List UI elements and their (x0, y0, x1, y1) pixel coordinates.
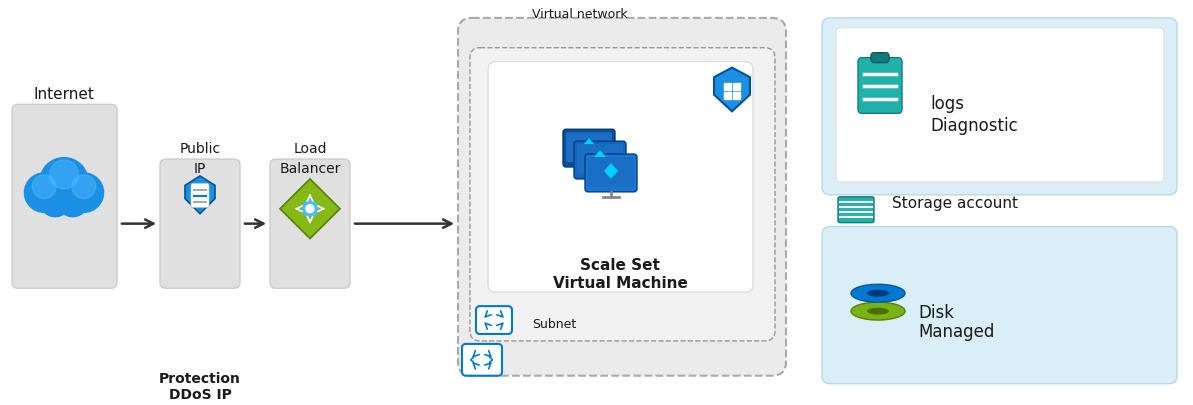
Text: Managed: Managed (917, 323, 995, 341)
Text: ‹  ›: ‹ › (469, 351, 495, 369)
Circle shape (64, 173, 104, 212)
Circle shape (305, 205, 314, 213)
FancyBboxPatch shape (191, 183, 209, 207)
FancyBboxPatch shape (577, 144, 623, 174)
FancyBboxPatch shape (574, 141, 626, 179)
Circle shape (39, 158, 88, 206)
FancyBboxPatch shape (160, 159, 240, 288)
Text: Protection: Protection (159, 372, 241, 386)
Polygon shape (185, 176, 215, 214)
Circle shape (57, 186, 88, 217)
Circle shape (24, 173, 64, 212)
Text: Virtual Machine: Virtual Machine (552, 276, 687, 291)
FancyBboxPatch shape (462, 344, 502, 376)
Polygon shape (582, 138, 596, 154)
Text: Public
IP: Public IP (179, 142, 221, 176)
Text: Storage account: Storage account (892, 196, 1018, 211)
Circle shape (72, 175, 95, 198)
FancyBboxPatch shape (476, 306, 512, 334)
Text: Scale Set: Scale Set (580, 258, 660, 273)
FancyBboxPatch shape (12, 104, 117, 288)
FancyBboxPatch shape (822, 18, 1177, 195)
FancyBboxPatch shape (858, 58, 902, 113)
Bar (733, 83, 740, 90)
Ellipse shape (851, 302, 905, 320)
Bar (733, 92, 740, 99)
Polygon shape (713, 68, 750, 111)
Polygon shape (604, 163, 618, 179)
Circle shape (32, 175, 56, 198)
FancyBboxPatch shape (588, 157, 633, 187)
Circle shape (39, 186, 70, 217)
Text: Virtual network: Virtual network (532, 8, 628, 21)
Ellipse shape (867, 308, 889, 315)
FancyBboxPatch shape (270, 159, 350, 288)
Ellipse shape (867, 290, 889, 297)
FancyBboxPatch shape (488, 62, 753, 292)
Circle shape (49, 160, 79, 189)
Text: Internet: Internet (33, 87, 94, 102)
Ellipse shape (851, 284, 905, 302)
FancyBboxPatch shape (470, 48, 775, 341)
FancyBboxPatch shape (836, 28, 1164, 182)
FancyBboxPatch shape (585, 154, 637, 192)
Polygon shape (593, 150, 607, 166)
Text: DDoS IP: DDoS IP (168, 388, 231, 402)
Text: Diagnostic: Diagnostic (931, 117, 1018, 135)
Text: Disk: Disk (917, 304, 954, 322)
FancyBboxPatch shape (837, 197, 874, 223)
FancyBboxPatch shape (822, 227, 1177, 384)
FancyBboxPatch shape (458, 18, 786, 376)
Bar (724, 92, 731, 99)
Text: logs: logs (931, 96, 964, 113)
FancyBboxPatch shape (563, 129, 616, 167)
Bar (724, 83, 731, 90)
Text: Subnet: Subnet (532, 318, 576, 331)
Text: Load
Balancer: Load Balancer (279, 142, 341, 176)
Circle shape (302, 201, 319, 217)
FancyBboxPatch shape (871, 53, 889, 63)
Polygon shape (280, 179, 340, 239)
FancyBboxPatch shape (565, 132, 612, 162)
